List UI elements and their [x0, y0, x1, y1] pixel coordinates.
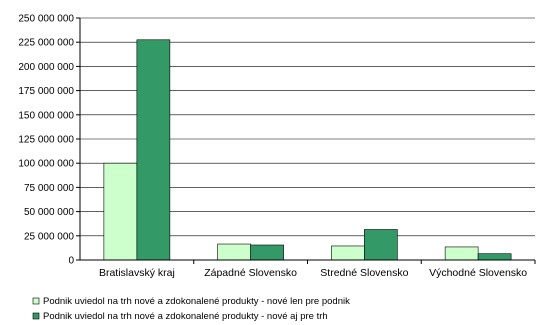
bar-series-2-2	[250, 244, 284, 261]
y-tick-label: 125 000 000	[18, 135, 74, 146]
y-tick-label: 150 000 000	[18, 110, 74, 121]
y-tick-label: 50 000 000	[24, 207, 74, 218]
bar-series-1-1	[103, 162, 138, 261]
legend: Podnik uviedol na trh nové a zdokonalené…	[32, 296, 350, 322]
legend-swatch-series-1	[32, 297, 40, 305]
y-tick-label: 75 000 000	[24, 183, 74, 194]
legend-swatch-series-2	[32, 312, 40, 320]
x-tick-label: Západné Slovensko	[204, 267, 297, 279]
bar-series-1-2	[217, 243, 251, 261]
bar-series-1-3	[331, 245, 365, 261]
y-tick-label: 250 000 000	[18, 14, 74, 25]
x-tick-label: Stredné Slovensko	[320, 267, 408, 279]
bar-series-1-4	[444, 246, 479, 261]
y-tick-label: 100 000 000	[18, 159, 74, 170]
x-tick-label: Bratislavský kraj	[99, 267, 175, 279]
y-tick-label: 0	[68, 256, 74, 267]
bar-series-2-3	[364, 229, 398, 261]
bars	[103, 39, 512, 261]
x-tick-label: Východné Slovensko	[429, 267, 527, 279]
y-tick-label: 175 000 000	[18, 86, 74, 97]
bar-series-2-1	[136, 39, 171, 261]
y-tick-label: 200 000 000	[18, 62, 74, 73]
y-tick-labels: 0 25 000 000 50 000 000 75 000 000 100 000 0…	[18, 14, 80, 267]
y-tick-label: 225 000 000	[18, 38, 74, 49]
x-tick-labels: Bratislavský kraj Západné Slovensko Stredn…	[99, 260, 536, 279]
y-tick-label: 25 000 000	[24, 231, 74, 242]
bar-series-2-4	[477, 253, 512, 261]
legend-label-series-2: Podnik uviedol na trh nové a zdokonalené…	[43, 311, 328, 322]
legend-label-series-1: Podnik uviedol na trh nové a zdokonalené…	[43, 296, 350, 307]
